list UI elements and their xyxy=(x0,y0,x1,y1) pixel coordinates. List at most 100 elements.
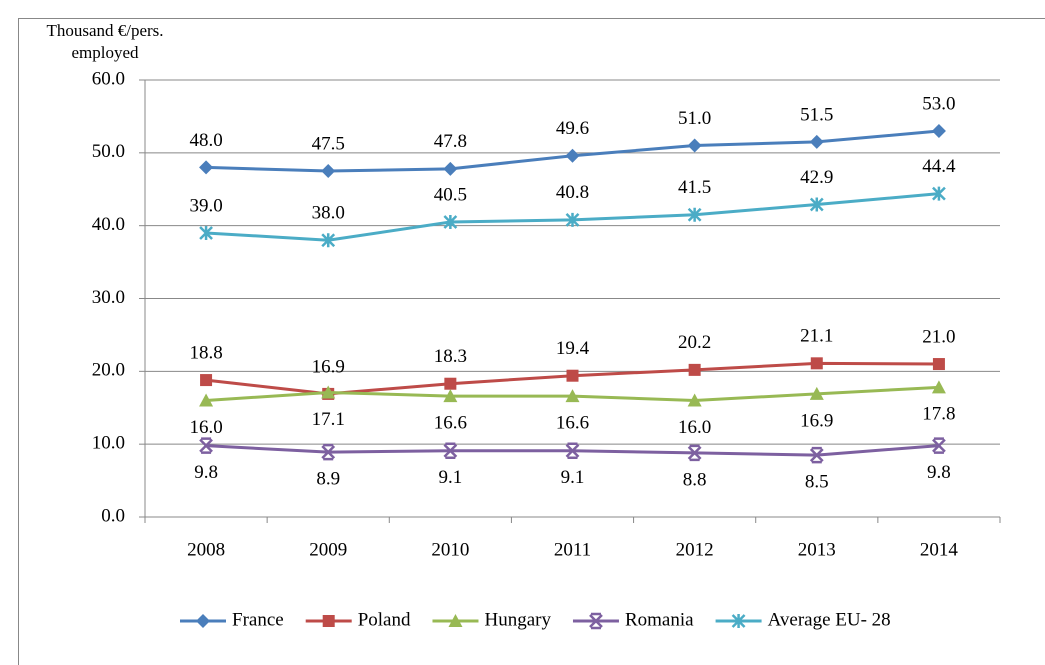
marker xyxy=(321,164,336,179)
legend-item: Average EU- 28 xyxy=(715,609,891,630)
marker xyxy=(443,442,458,459)
marker xyxy=(321,233,336,248)
marker xyxy=(932,358,945,371)
x-tick-label: 2011 xyxy=(554,539,591,560)
marker xyxy=(687,207,702,222)
marker xyxy=(687,138,702,153)
marker xyxy=(565,389,580,403)
y-axis-label: Thousand €/pers. employed xyxy=(46,21,164,62)
data-label: 18.8 xyxy=(189,342,222,363)
marker xyxy=(199,225,213,240)
data-label: 18.3 xyxy=(434,346,467,367)
data-label: 17.8 xyxy=(922,404,955,425)
data-label: 8.9 xyxy=(316,469,340,490)
legend-item: Poland xyxy=(305,609,411,630)
data-label: 16.9 xyxy=(800,410,833,431)
marker xyxy=(565,442,580,459)
y-tick-label: 20.0 xyxy=(92,360,125,381)
chart-frame xyxy=(18,18,1045,665)
data-label: 16.6 xyxy=(434,412,467,433)
data-label: 51.5 xyxy=(800,104,833,125)
marker xyxy=(448,614,463,627)
data-label: 16.0 xyxy=(678,417,711,438)
legend-label: Romania xyxy=(625,609,694,630)
x-tick-label: 2012 xyxy=(676,539,714,560)
x-tick-label: 2008 xyxy=(187,539,225,560)
marker xyxy=(809,446,824,464)
marker xyxy=(566,369,579,382)
marker xyxy=(687,393,702,407)
y-tick-label: 30.0 xyxy=(92,287,125,308)
data-label: 17.1 xyxy=(312,409,345,430)
marker xyxy=(931,380,946,394)
marker xyxy=(200,374,213,387)
data-label: 44.4 xyxy=(922,156,956,177)
data-label: 9.8 xyxy=(927,462,951,483)
data-label: 9.1 xyxy=(438,467,462,488)
marker xyxy=(443,215,458,230)
y-tick-label: 0.0 xyxy=(101,505,125,526)
x-tick-label: 2014 xyxy=(920,539,959,560)
x-tick-label: 2013 xyxy=(798,539,836,560)
data-label: 40.8 xyxy=(556,182,589,203)
marker xyxy=(932,437,946,454)
marker xyxy=(321,385,336,399)
marker xyxy=(688,363,701,376)
marker xyxy=(809,134,824,149)
marker xyxy=(932,186,946,201)
x-tick-label: 2009 xyxy=(309,539,347,560)
data-label: 9.1 xyxy=(561,467,585,488)
data-label: 48.0 xyxy=(189,130,222,151)
y-tick-label: 50.0 xyxy=(92,141,125,162)
data-label: 9.8 xyxy=(194,462,218,483)
marker xyxy=(199,393,214,407)
data-label: 8.8 xyxy=(683,469,707,490)
data-label: 41.5 xyxy=(678,177,711,198)
marker xyxy=(809,386,824,400)
legend-label: Poland xyxy=(358,609,411,630)
marker xyxy=(444,377,457,390)
data-label: 51.0 xyxy=(678,108,711,129)
y-tick-label: 40.0 xyxy=(92,214,125,235)
legend-item: Hungary xyxy=(432,609,551,630)
marker xyxy=(687,444,702,462)
data-label: 49.6 xyxy=(556,118,589,139)
y-tick-label: 10.0 xyxy=(92,433,125,454)
data-label: 21.1 xyxy=(800,326,833,347)
data-label: 47.8 xyxy=(434,131,467,152)
legend-label: France xyxy=(232,609,284,630)
marker xyxy=(443,389,458,403)
data-label: 16.9 xyxy=(312,356,345,377)
marker xyxy=(199,160,214,175)
marker xyxy=(589,612,603,630)
marker xyxy=(321,443,336,461)
legend-item: France xyxy=(180,609,284,630)
marker xyxy=(322,615,335,627)
data-label: 42.9 xyxy=(800,167,833,188)
legend-label: Average EU- 28 xyxy=(768,609,891,630)
marker xyxy=(731,614,746,628)
legend-item: Romania xyxy=(572,609,694,630)
data-label: 8.5 xyxy=(805,471,829,492)
marker xyxy=(931,123,946,138)
data-label: 53.0 xyxy=(922,93,955,114)
marker xyxy=(443,161,458,176)
marker xyxy=(199,437,213,454)
data-label: 20.2 xyxy=(678,332,711,353)
data-label: 40.5 xyxy=(434,184,467,205)
marker xyxy=(565,212,580,227)
data-label: 39.0 xyxy=(189,195,222,216)
data-label: 16.6 xyxy=(556,412,589,433)
data-label: 47.5 xyxy=(312,133,345,154)
marker xyxy=(809,197,824,212)
data-label: 19.4 xyxy=(556,338,590,359)
data-label: 16.0 xyxy=(189,417,222,438)
data-label: 38.0 xyxy=(312,203,345,224)
marker xyxy=(196,614,210,628)
data-label: 21.0 xyxy=(922,326,955,347)
legend-label: Hungary xyxy=(484,609,551,630)
marker xyxy=(565,148,580,163)
marker xyxy=(810,357,823,370)
x-tick-label: 2010 xyxy=(431,539,469,560)
